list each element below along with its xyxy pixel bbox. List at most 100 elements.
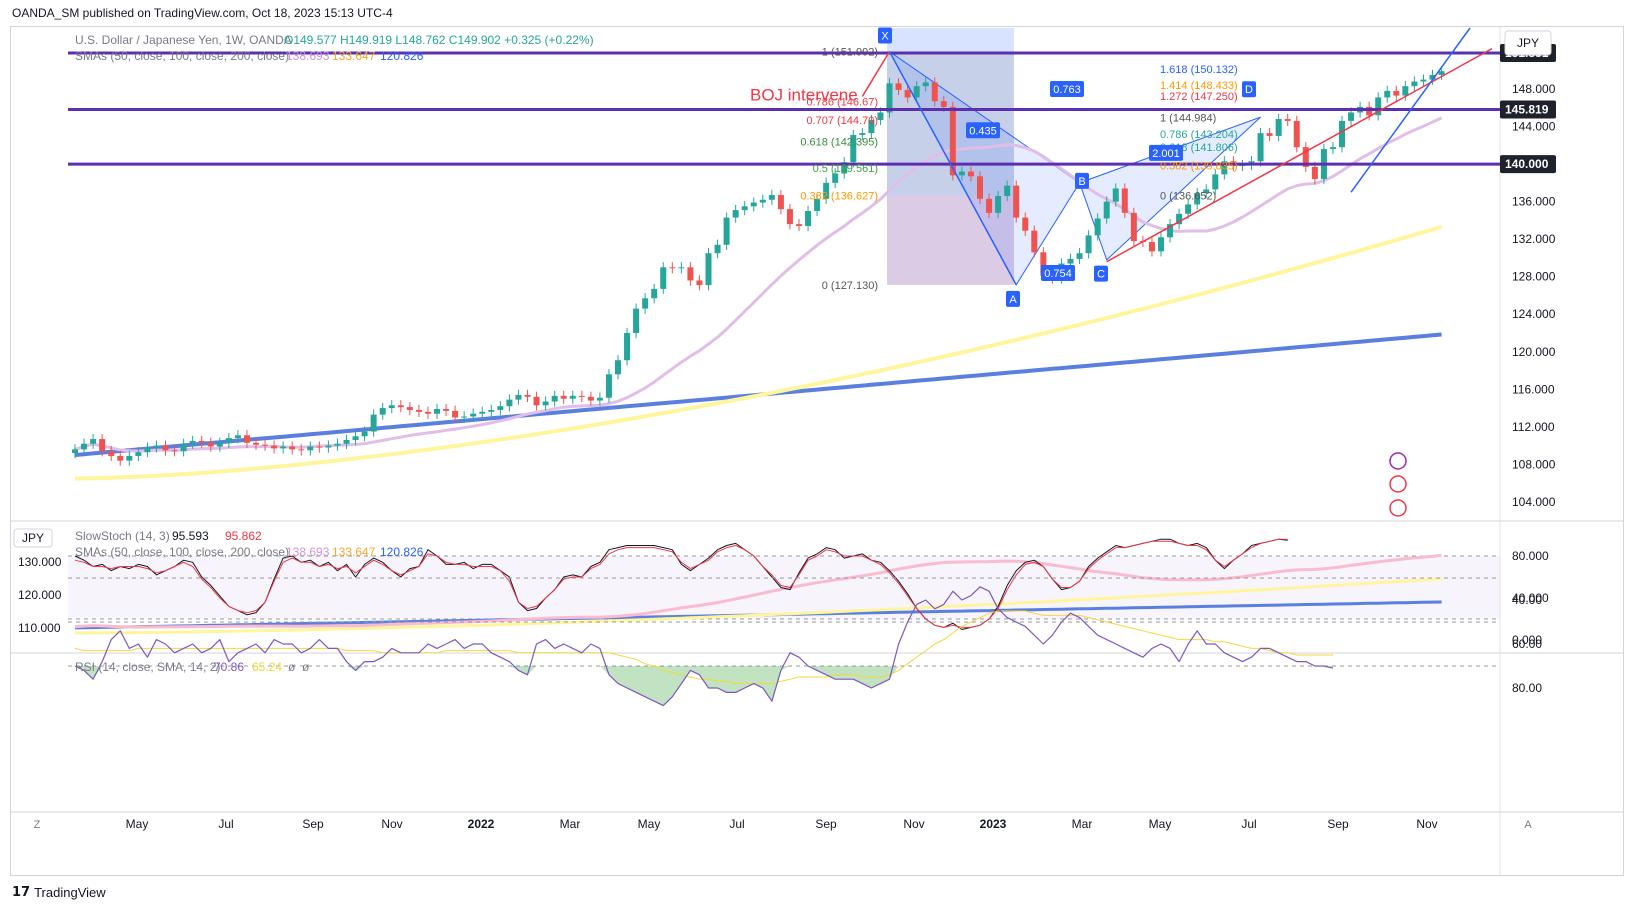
record-icon[interactable]	[1389, 499, 1407, 517]
stoch-legend: SlowStoch (14, 3)	[75, 529, 170, 543]
candle-body	[877, 112, 884, 120]
candle-body	[1411, 81, 1418, 87]
time-axis-tick: 2023	[980, 817, 1007, 831]
candle-body	[777, 195, 784, 210]
harmonic-ratio-label: 0.435	[969, 125, 997, 137]
candle-body	[1329, 147, 1336, 150]
candle-body	[180, 443, 187, 452]
time-axis-tick: Sep	[302, 817, 324, 831]
candle-body	[370, 414, 377, 432]
candle-body	[624, 333, 631, 361]
candle-body	[560, 395, 567, 399]
candle-body	[1185, 204, 1192, 214]
rsi-legend-value: 65.24	[252, 660, 282, 674]
candle-body	[1384, 90, 1391, 98]
candle-body	[913, 86, 920, 98]
legend-sma-value: 133.647	[332, 49, 376, 63]
time-axis-tick: Nov	[1416, 817, 1437, 831]
candle-body	[406, 407, 413, 410]
candle-body	[1302, 147, 1309, 167]
fib-level-label: 0.786 (146.67)	[806, 96, 878, 108]
harmonic-ratio-label: 2.001	[1152, 148, 1180, 160]
candle-body	[90, 439, 97, 444]
candle-body	[72, 449, 78, 454]
candle-body	[1112, 188, 1119, 202]
fib-level-label: 0.618 (142.395)	[800, 137, 878, 149]
candle-body	[1203, 189, 1210, 194]
time-axis-tick: Mar	[560, 817, 581, 831]
candle-body	[750, 202, 757, 207]
candle-body	[841, 162, 848, 174]
candle-body	[1366, 106, 1373, 116]
trendline-red-top[interactable]	[861, 51, 891, 97]
candle-body	[705, 253, 712, 286]
jpy-small-label: JPY	[22, 531, 44, 545]
price-label-box	[1500, 155, 1556, 174]
candle-body	[687, 267, 694, 281]
candle-body	[904, 89, 911, 98]
time-axis-tick: Mar	[1072, 817, 1093, 831]
candle-body	[642, 298, 649, 309]
candle-body	[325, 445, 332, 448]
rsi-axis-tick: 40.00	[1512, 593, 1542, 607]
candle-body	[243, 435, 250, 443]
stoch-legend-sma-value: 138.693	[286, 545, 330, 559]
candle-body	[805, 211, 812, 227]
candle-body	[542, 401, 549, 406]
price-axis-tick: 116.000	[1512, 382, 1555, 396]
harmonic-point-label: B	[1078, 176, 1085, 188]
fib-extension-label: 1 (144.984)	[1160, 112, 1216, 124]
candle-body	[253, 442, 259, 445]
candle-body	[615, 360, 621, 375]
candle-body	[488, 409, 495, 412]
auto-scale-button[interactable]: A	[1524, 819, 1532, 831]
candle-body	[551, 395, 558, 402]
price-axis-tick: 132.000	[1512, 232, 1556, 246]
candle-body	[452, 410, 459, 418]
candle-body	[1176, 213, 1183, 225]
candle-body	[1393, 90, 1400, 96]
candle-body	[262, 444, 269, 446]
candle-body	[334, 443, 341, 446]
candle-body	[479, 411, 486, 414]
flag-icon[interactable]	[1389, 475, 1407, 493]
rsi-legend-value: ø	[288, 660, 296, 674]
candle-body	[497, 406, 504, 410]
currency-button[interactable]	[1504, 30, 1552, 56]
candle-body	[1022, 217, 1029, 231]
candle-body	[207, 442, 214, 447]
harmonic-point-label: D	[1245, 84, 1253, 96]
rsi-axis-tick: 80.00	[1512, 681, 1542, 695]
candle-body	[1420, 79, 1427, 82]
harmonic-point-label: C	[1097, 269, 1105, 281]
candle-body	[1158, 237, 1164, 252]
candle-body	[117, 455, 124, 461]
candle-body	[81, 443, 88, 450]
fib-level-label: 0.707 (144.70)	[806, 115, 878, 127]
zoom-button[interactable]: Z	[34, 819, 41, 831]
legend-sma: SMAs (50, close, 100, close, 200, close)	[75, 49, 289, 63]
candle-body	[153, 445, 160, 448]
time-axis-tick: May	[638, 817, 661, 831]
candle-body	[524, 394, 531, 397]
candle-body	[162, 445, 169, 451]
harmonic-point-label: X	[881, 31, 889, 43]
candle-body	[1148, 241, 1155, 252]
rsi-legend-value: 70.86	[214, 660, 244, 674]
candle-body	[1275, 119, 1282, 136]
harmonic-leg	[888, 51, 1017, 286]
harmonic-point-badge	[878, 27, 892, 44]
candle-body	[216, 442, 223, 447]
stoch-left-tick: 130.000	[18, 555, 62, 569]
trendline-blue[interactable]	[1350, 27, 1471, 193]
time-axis-tick: May	[1149, 817, 1172, 831]
jpy-small-button[interactable]	[13, 528, 53, 548]
fib-extension-label: 1.618 (150.132)	[1160, 64, 1238, 76]
candle-body	[415, 409, 422, 412]
trendline-red[interactable]	[1106, 47, 1493, 263]
tradingview-logo: 𝟭𝟳 TradingView	[12, 884, 106, 900]
candle-body	[587, 396, 594, 401]
lightning-icon[interactable]	[1389, 452, 1407, 470]
candle-body	[931, 82, 938, 102]
